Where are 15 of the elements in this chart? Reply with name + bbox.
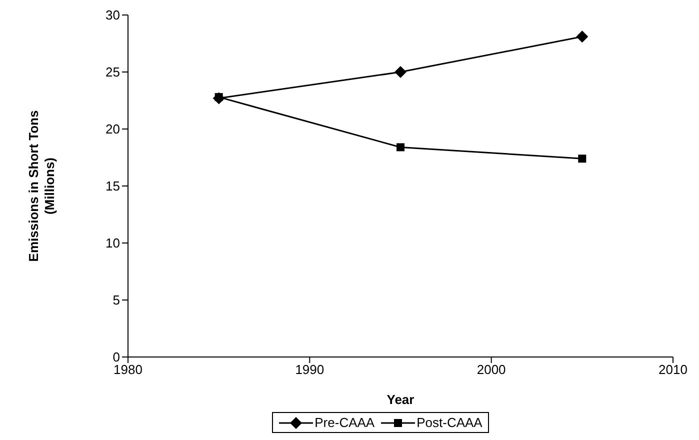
y-tick-label: 0 <box>112 350 120 365</box>
y-tick-label: 25 <box>106 64 120 80</box>
legend-label: Post-CAAA <box>416 415 482 430</box>
x-tick-label: 2000 <box>476 362 506 378</box>
y-tick-label: 30 <box>106 8 120 23</box>
y-tick-label: 15 <box>106 178 120 194</box>
y-tick-label: 10 <box>106 236 120 251</box>
x-tick-label: 2010 <box>658 362 688 378</box>
x-tick-label: 1990 <box>295 362 324 378</box>
y-axis-title: Emissions in Short Tons (Millions) <box>26 110 57 262</box>
x-tick-label: 1980 <box>114 362 142 378</box>
y-tick-label: 5 <box>112 292 120 308</box>
legend-label: Pre-CAAA <box>314 415 375 430</box>
x-axis-title: Year <box>386 392 414 407</box>
y-tick-label: 20 <box>106 122 120 137</box>
